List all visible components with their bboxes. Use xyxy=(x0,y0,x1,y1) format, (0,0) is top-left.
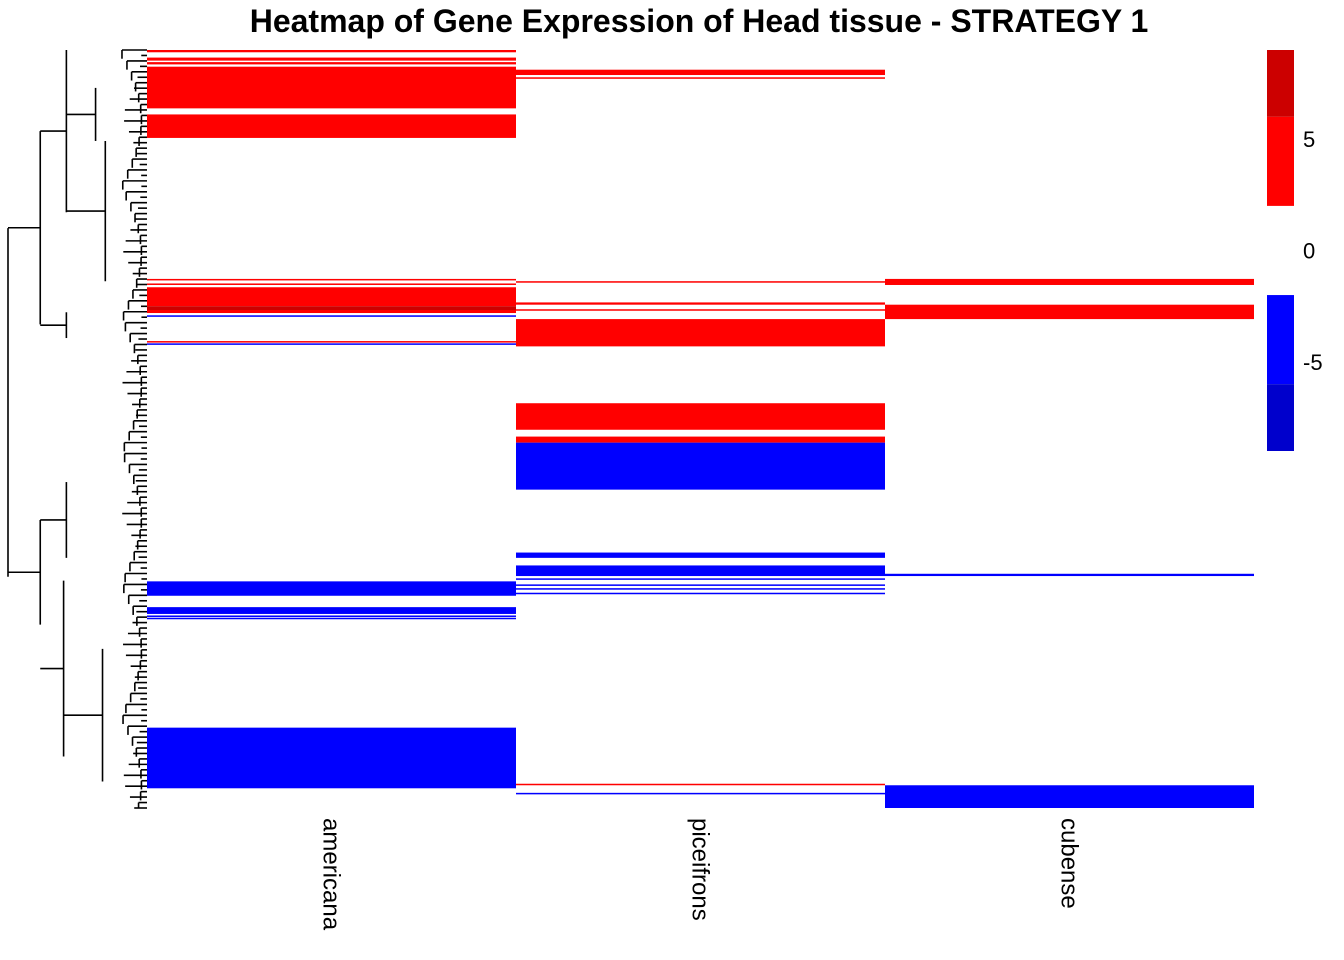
heatmap-cell-block xyxy=(516,309,885,311)
heatmap-cell-block xyxy=(147,278,516,281)
heatmap-cell-block xyxy=(147,607,516,614)
heatmap-cell-block xyxy=(516,403,885,430)
heatmap-cell-block xyxy=(147,727,516,789)
heatmap-cell-block xyxy=(516,584,885,586)
heatmap-cell-block xyxy=(147,617,516,620)
column-labels: americana piceifrons cubense xyxy=(318,818,1083,931)
legend-color-segment xyxy=(1267,205,1294,296)
column-label-cubense: cubense xyxy=(1056,818,1083,909)
heatmap-cell-block xyxy=(147,283,516,285)
heatmap-cells xyxy=(147,50,1254,808)
heatmap-cell-block xyxy=(516,281,885,283)
heatmap-cell-block xyxy=(516,302,885,305)
heatmap-cell-block xyxy=(516,319,885,347)
heatmap-cell-block xyxy=(147,581,516,596)
heatmap-cell-block xyxy=(147,66,516,109)
heatmap-cell-block xyxy=(516,436,885,443)
heatmap-cell-block xyxy=(516,592,885,595)
heatmap-cell-block xyxy=(147,114,516,138)
legend-color-segment xyxy=(1267,116,1294,206)
color-legend: 5 0 -5 xyxy=(1267,50,1323,451)
legend-tick-label: -5 xyxy=(1303,350,1323,375)
heatmap-cell-block xyxy=(147,57,516,61)
chart-title: Heatmap of Gene Expression of Head tissu… xyxy=(250,3,1149,39)
heatmap-cell-block xyxy=(516,69,885,76)
heatmap-cell-block xyxy=(516,792,885,795)
heatmap-cell-block xyxy=(885,785,1254,808)
heatmap-cell-block xyxy=(516,442,885,490)
legend-tick-label: 5 xyxy=(1303,127,1315,152)
heatmap-cell-block xyxy=(147,343,516,345)
heatmap-cell-block xyxy=(147,287,516,307)
heatmap-cell-block xyxy=(885,278,1254,285)
column-label-americana: americana xyxy=(318,818,345,931)
heatmap-cell-block xyxy=(516,565,885,577)
heatmap-cell-block xyxy=(516,552,885,558)
heatmap-cell-block xyxy=(516,77,885,79)
legend-color-segment xyxy=(1267,295,1294,385)
heatmap-cell-block xyxy=(147,50,516,53)
heatmap-cell-block xyxy=(147,315,516,317)
heatmap-cell-block xyxy=(147,306,516,310)
heatmap-cell-block xyxy=(885,304,1254,320)
heatmap-cell-block xyxy=(147,341,516,343)
heatmap-cell-block xyxy=(147,309,516,314)
row-dendrogram xyxy=(7,49,147,809)
heatmap-cell-block xyxy=(516,578,885,580)
heatmap-cell-block xyxy=(147,615,516,617)
column-label-piceifrons: piceifrons xyxy=(687,818,714,921)
heatmap-cell-block xyxy=(516,588,885,590)
heatmap-cell-block xyxy=(516,783,885,786)
legend-tick-label: 0 xyxy=(1303,239,1315,264)
legend-color-segment xyxy=(1267,50,1294,117)
legend-color-segment xyxy=(1267,384,1294,451)
heatmap-cell-block xyxy=(147,62,516,65)
heatmap-cell-block xyxy=(885,573,1254,577)
